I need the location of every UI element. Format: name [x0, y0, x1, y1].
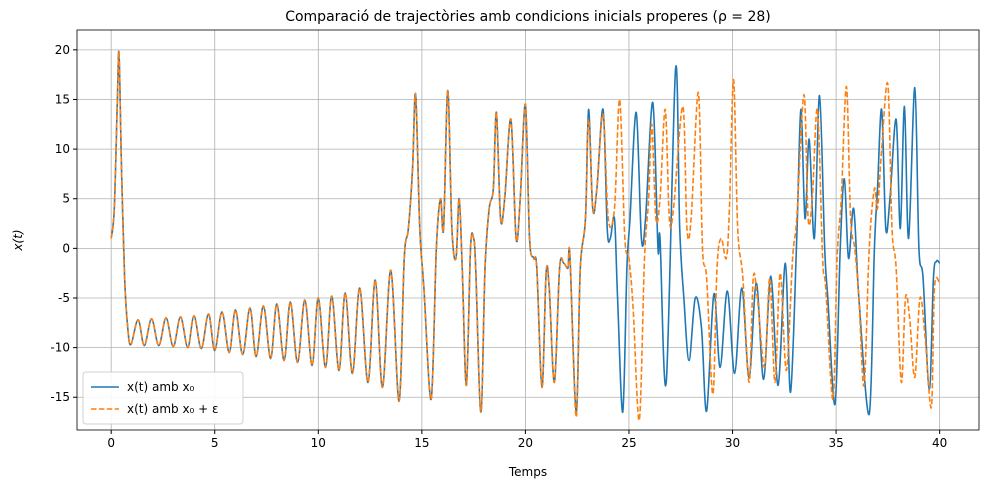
plot-frame: [76, 29, 980, 431]
x-tick-label: 10: [311, 436, 326, 450]
x-tick-label: 40: [932, 436, 947, 450]
x-tick-label: 35: [828, 436, 843, 450]
x-tick-label: 0: [107, 436, 115, 450]
legend-label: x(t) amb x₀: [127, 380, 195, 394]
y-tick-label: 10: [55, 142, 70, 156]
y-tick-label: 5: [62, 192, 70, 206]
x-tick-label: 5: [211, 436, 219, 450]
x-tick-label: 15: [414, 436, 429, 450]
y-tick-label: 20: [55, 43, 70, 57]
y-tick-label: 15: [55, 92, 70, 106]
x-tick-label: 20: [518, 436, 533, 450]
y-tick-label: 0: [62, 241, 70, 255]
x-axis-label: Temps: [508, 465, 547, 479]
x-tick-label: 30: [725, 436, 740, 450]
y-tick-label: -15: [50, 390, 70, 404]
series-line: [110, 50, 941, 416]
y-tick-label: -5: [58, 291, 70, 305]
y-axis-label: x(t): [11, 229, 25, 251]
series-line: [110, 50, 941, 421]
chart-title: Comparació de trajectòries amb condicion…: [285, 9, 771, 25]
legend-box: [82, 371, 244, 425]
legend-label: x(t) amb x₀ + ε: [127, 402, 219, 416]
x-tick-label: 25: [621, 436, 636, 450]
y-tick-label: -10: [50, 341, 70, 355]
